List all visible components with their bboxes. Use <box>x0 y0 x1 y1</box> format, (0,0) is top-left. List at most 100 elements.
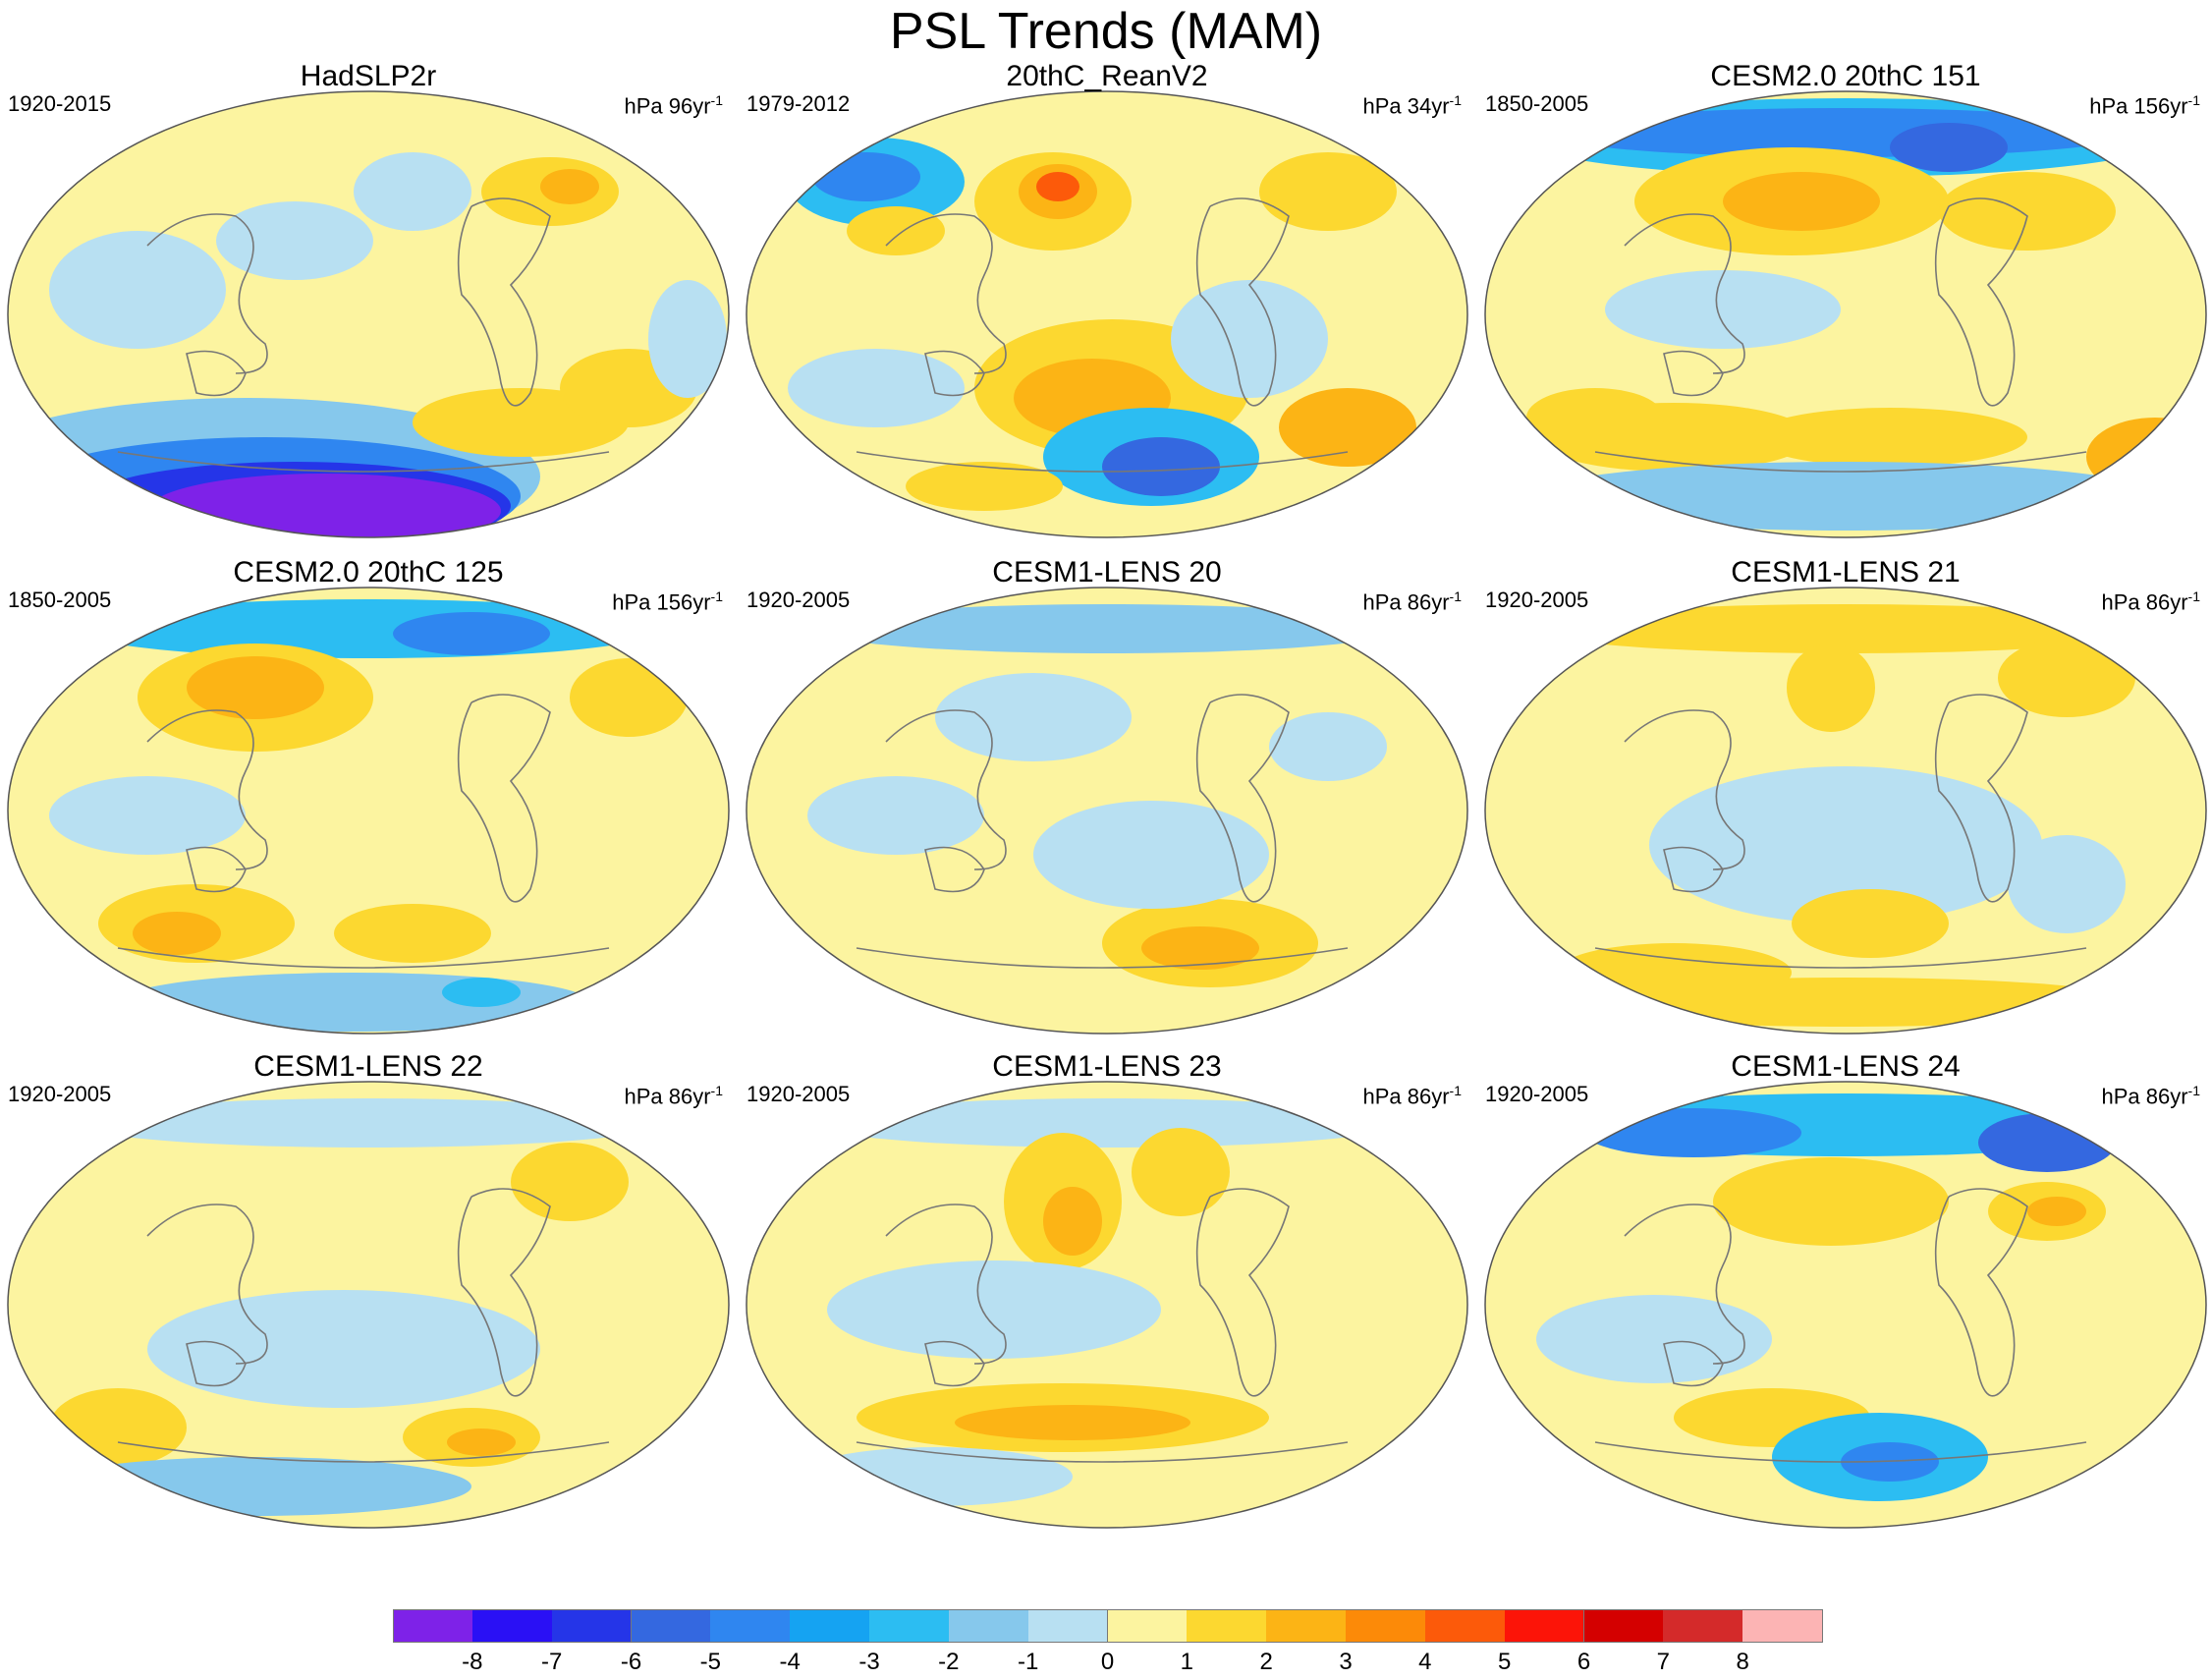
map-projection <box>746 90 1468 538</box>
trend-contour <box>216 201 373 280</box>
colorbar-tick-label: 4 <box>1418 1649 1432 1675</box>
trend-contour <box>447 1428 516 1456</box>
trend-contour <box>812 604 1402 653</box>
colorbar-swatch <box>1504 1609 1585 1643</box>
trend-contour <box>1536 1295 1772 1383</box>
trend-contour <box>511 1143 629 1221</box>
panel-unit: hPa 96yr-1 <box>624 86 723 120</box>
panel-title: CESM1-LENS 23 <box>992 1050 1222 1083</box>
trend-contour <box>827 1260 1161 1359</box>
panel-period: 1850-2005 <box>8 588 112 612</box>
coastline <box>856 197 1349 473</box>
map-panel: CESM1-LENS 21 1920-2005 hPa 86yr-1 <box>1477 555 2212 1046</box>
panel-unit: hPa 34yr-1 <box>1362 86 1462 120</box>
unit-exponent: -1 <box>710 588 723 604</box>
map-projection <box>1484 90 2207 538</box>
trend-contour <box>2027 1197 2086 1226</box>
trend-contour <box>1269 712 1387 781</box>
trend-contour <box>807 776 984 855</box>
unit-exponent: -1 <box>2187 588 2200 604</box>
colorbar-swatch <box>1663 1609 1744 1643</box>
coastline <box>856 694 1349 969</box>
panel-unit: hPa 86yr-1 <box>1362 1077 1462 1110</box>
map-border <box>746 587 1468 1035</box>
colorbar-swatch <box>393 1609 473 1643</box>
map-projection <box>7 90 730 538</box>
map-projection <box>1484 1081 2207 1529</box>
colorbar-tick-label: -6 <box>620 1649 642 1675</box>
colorbar-tick-label: 0 <box>1100 1649 1115 1675</box>
panel-period: 1850-2005 <box>1485 91 1589 116</box>
coastline <box>117 694 610 969</box>
trend-contour <box>1043 1187 1102 1256</box>
colorbar-swatch <box>1187 1609 1268 1643</box>
trend-contour <box>570 658 688 737</box>
trend-contour <box>1723 172 1880 231</box>
trend-contour <box>812 152 920 201</box>
colorbar-swatch <box>1107 1609 1189 1643</box>
map-panel: HadSLP2r 1920-2015 hPa 96yr-1 <box>0 59 737 550</box>
trend-contour <box>133 912 221 955</box>
colorbar-tick-label: 8 <box>1736 1649 1749 1675</box>
trend-contour <box>1132 1128 1230 1216</box>
map-projection <box>746 1081 1468 1529</box>
map-border <box>7 90 730 538</box>
coastline <box>117 197 610 473</box>
colorbar-swatch <box>551 1609 633 1643</box>
colorbar-swatch <box>710 1609 792 1643</box>
trend-contour <box>935 673 1132 761</box>
trend-contour <box>1526 388 1664 447</box>
trend-contour <box>147 1290 540 1408</box>
trend-contour <box>1259 152 1397 231</box>
coastline <box>1594 197 2087 473</box>
colorbar: -8 -7 -6 -5 -4 -3 -2 -1 0 1 2 3 4 5 6 7 8 <box>393 1609 1823 1678</box>
trend-contour <box>798 1447 1073 1506</box>
coastline <box>117 1188 610 1463</box>
unit-exponent: -1 <box>710 92 723 108</box>
panel-title: HadSLP2r <box>300 60 437 92</box>
map-border <box>1484 90 2207 538</box>
trend-contour <box>1890 123 2008 172</box>
panel-title: CESM1-LENS 20 <box>992 556 1222 588</box>
colorbar-tick-label: 2 <box>1259 1649 1273 1675</box>
map-panel: CESM1-LENS 23 1920-2005 hPa 86yr-1 <box>739 1049 1475 1540</box>
trend-contour <box>847 206 945 255</box>
map-border <box>1484 1081 2207 1529</box>
panel-title: CESM2.0 20thC 151 <box>1710 60 1981 92</box>
colorbar-swatch <box>948 1609 1029 1643</box>
unit-exponent: -1 <box>2187 1083 2200 1098</box>
panel-period: 1920-2005 <box>1485 588 1589 612</box>
trend-contour <box>1939 172 2116 251</box>
trend-contour <box>354 152 471 231</box>
colorbar-tick-label: -2 <box>938 1649 960 1675</box>
panel-unit: hPa 86yr-1 <box>2101 1077 2200 1110</box>
colorbar-swatch <box>869 1609 950 1643</box>
trend-contour <box>393 612 550 655</box>
panel-period: 1920-2005 <box>8 1082 112 1106</box>
panel-period: 1920-2005 <box>747 588 851 612</box>
trend-contour <box>1546 108 2135 157</box>
trend-contour <box>1033 801 1269 909</box>
map-projection <box>7 587 730 1035</box>
trend-contour <box>1998 639 2135 717</box>
map-panel: CESM1-LENS 20 1920-2005 hPa 86yr-1 <box>739 555 1475 1046</box>
map-border <box>746 90 1468 538</box>
trend-contour <box>39 1457 471 1516</box>
trend-contour <box>1605 270 1841 349</box>
panel-period: 1979-2012 <box>747 91 851 116</box>
colorbar-tick-label: 5 <box>1497 1649 1512 1675</box>
trend-contour <box>1649 766 2042 924</box>
colorbar-swatch <box>1583 1609 1665 1643</box>
trend-contour <box>1279 388 1416 467</box>
trend-contour <box>49 231 226 349</box>
trend-contour <box>2008 835 2126 933</box>
trend-contour <box>1141 926 1259 970</box>
unit-text: hPa 96yr <box>624 93 711 119</box>
unit-exponent: -1 <box>1449 92 1462 108</box>
unit-text: hPa 34yr <box>1362 93 1450 119</box>
colorbar-tick-label: 7 <box>1656 1649 1670 1675</box>
colorbar-swatch <box>1424 1609 1506 1643</box>
colorbar-tick-label: -5 <box>699 1649 721 1675</box>
trend-contour <box>118 973 589 1032</box>
colorbar-swatch <box>1027 1609 1109 1643</box>
